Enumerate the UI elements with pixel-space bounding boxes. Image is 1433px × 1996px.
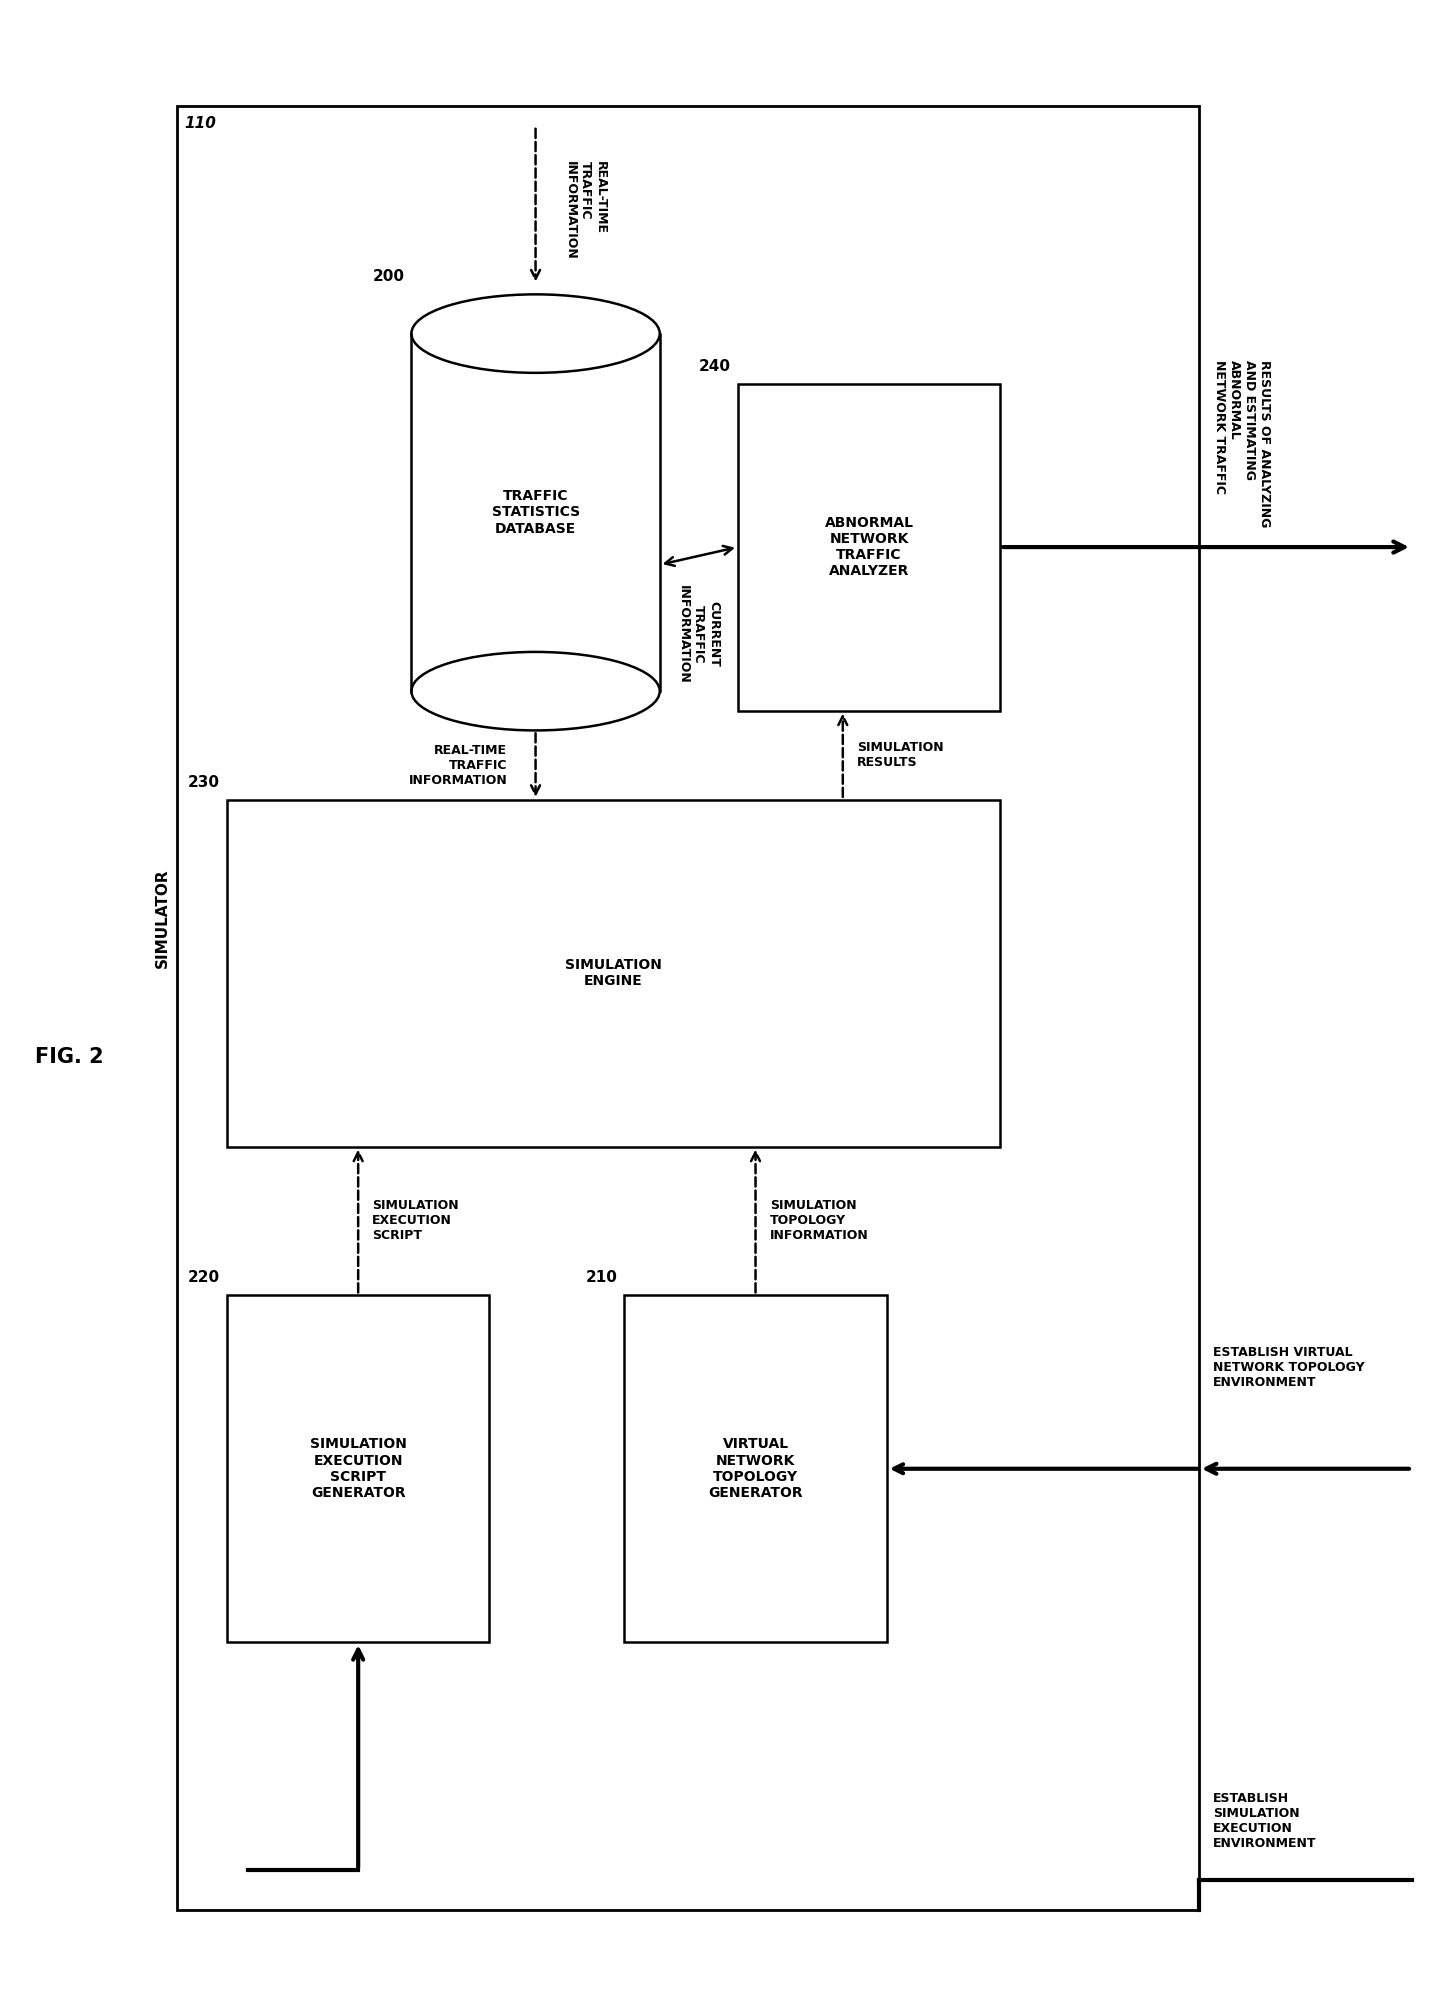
Text: ESTABLISH
SIMULATION
EXECUTION
ENVIRONMENT: ESTABLISH SIMULATION EXECUTION ENVIRONME…	[1214, 1792, 1317, 1850]
Bar	[738, 383, 1000, 711]
Text: 200: 200	[373, 269, 404, 285]
Text: 240: 240	[699, 359, 731, 373]
Text: 220: 220	[188, 1269, 219, 1285]
Text: CURRENT
TRAFFIC
INFORMATION: CURRENT TRAFFIC INFORMATION	[678, 585, 721, 683]
Bar	[226, 800, 1000, 1146]
Text: RESULTS OF ANALYZING
AND ESTIMATING
ABNORMAL
NETWORK TRAFFIC: RESULTS OF ANALYZING AND ESTIMATING ABNO…	[1214, 359, 1271, 527]
Text: SIMULATOR: SIMULATOR	[155, 868, 171, 968]
Text: VIRTUAL
NETWORK
TOPOLOGY
GENERATOR: VIRTUAL NETWORK TOPOLOGY GENERATOR	[708, 1437, 802, 1501]
Text: SIMULATION
TOPOLOGY
INFORMATION: SIMULATION TOPOLOGY INFORMATION	[770, 1200, 868, 1242]
Text: 210: 210	[585, 1269, 618, 1285]
Text: 110: 110	[185, 116, 216, 132]
Text: REAL-TIME
TRAFFIC
INFORMATION: REAL-TIME TRAFFIC INFORMATION	[565, 162, 608, 259]
Text: SIMULATION
RESULTS: SIMULATION RESULTS	[857, 741, 943, 768]
Ellipse shape	[411, 653, 659, 731]
Bar	[226, 1295, 490, 1643]
Bar	[625, 1295, 887, 1643]
Text: 230: 230	[188, 774, 219, 790]
Ellipse shape	[411, 293, 659, 373]
Text: SIMULATION
EXECUTION
SCRIPT: SIMULATION EXECUTION SCRIPT	[373, 1200, 459, 1242]
Text: SIMULATION
EXECUTION
SCRIPT
GENERATOR: SIMULATION EXECUTION SCRIPT GENERATOR	[310, 1437, 407, 1501]
Bar	[411, 333, 659, 691]
Text: ABNORMAL
NETWORK
TRAFFIC
ANALYZER: ABNORMAL NETWORK TRAFFIC ANALYZER	[824, 515, 914, 579]
Text: ESTABLISH VIRTUAL
NETWORK TOPOLOGY
ENVIRONMENT: ESTABLISH VIRTUAL NETWORK TOPOLOGY ENVIR…	[1214, 1347, 1364, 1389]
Text: SIMULATION
ENGINE: SIMULATION ENGINE	[565, 958, 662, 988]
Text: REAL-TIME
TRAFFIC
INFORMATION: REAL-TIME TRAFFIC INFORMATION	[408, 745, 507, 786]
Text: TRAFFIC
STATISTICS
DATABASE: TRAFFIC STATISTICS DATABASE	[492, 489, 579, 535]
Bar	[178, 106, 1199, 1910]
Text: FIG. 2: FIG. 2	[36, 1048, 105, 1068]
